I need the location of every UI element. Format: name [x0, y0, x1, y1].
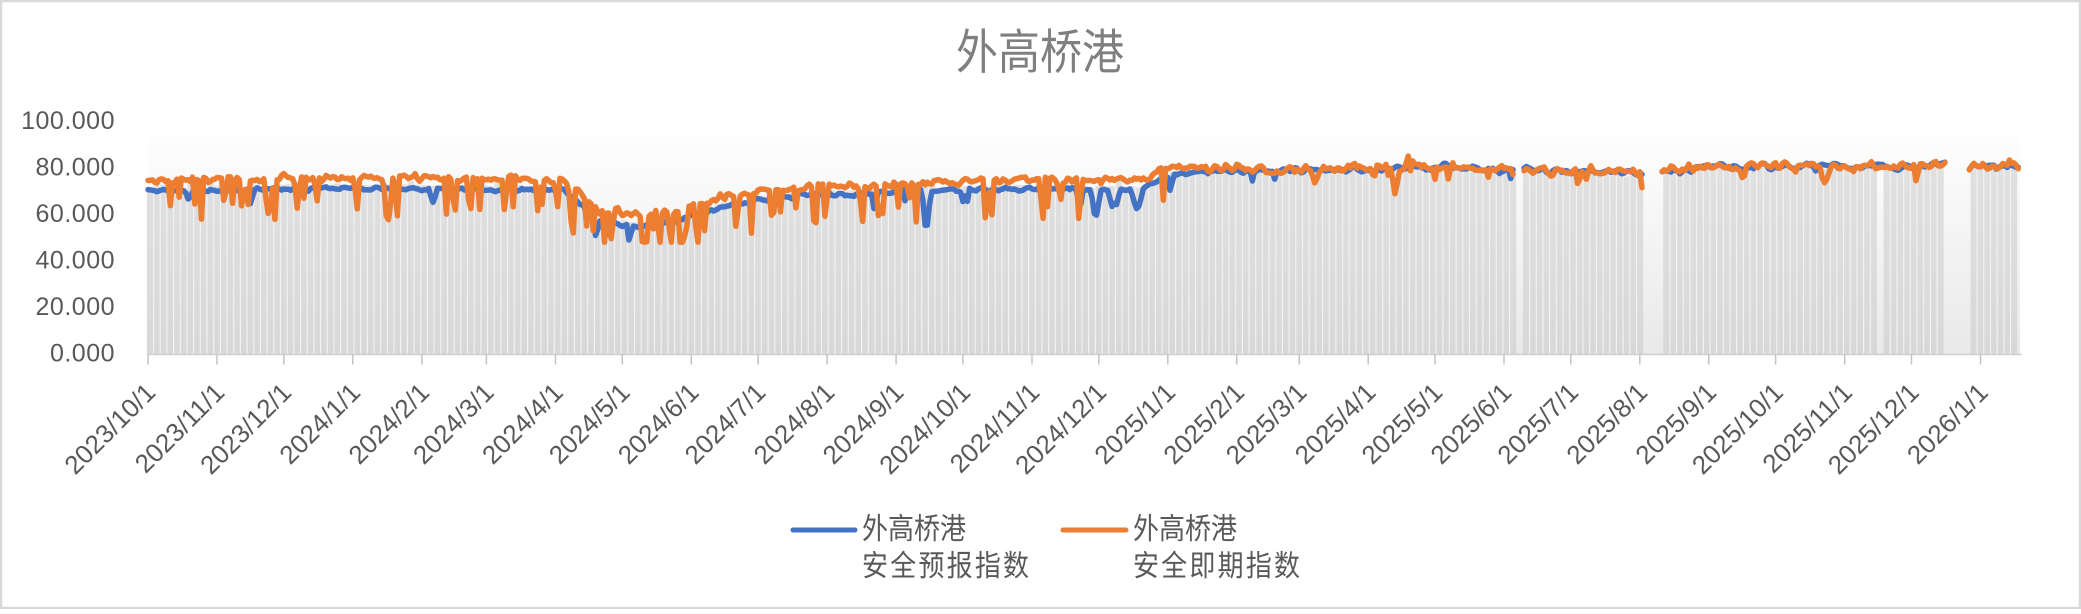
svg-text:80.000: 80.000 — [36, 154, 115, 182]
svg-text:20.000: 20.000 — [36, 293, 115, 321]
svg-text:100.000: 100.000 — [21, 107, 115, 135]
svg-text:60.000: 60.000 — [36, 200, 115, 228]
svg-text:40.000: 40.000 — [36, 247, 115, 275]
svg-text:0.000: 0.000 — [50, 340, 115, 368]
